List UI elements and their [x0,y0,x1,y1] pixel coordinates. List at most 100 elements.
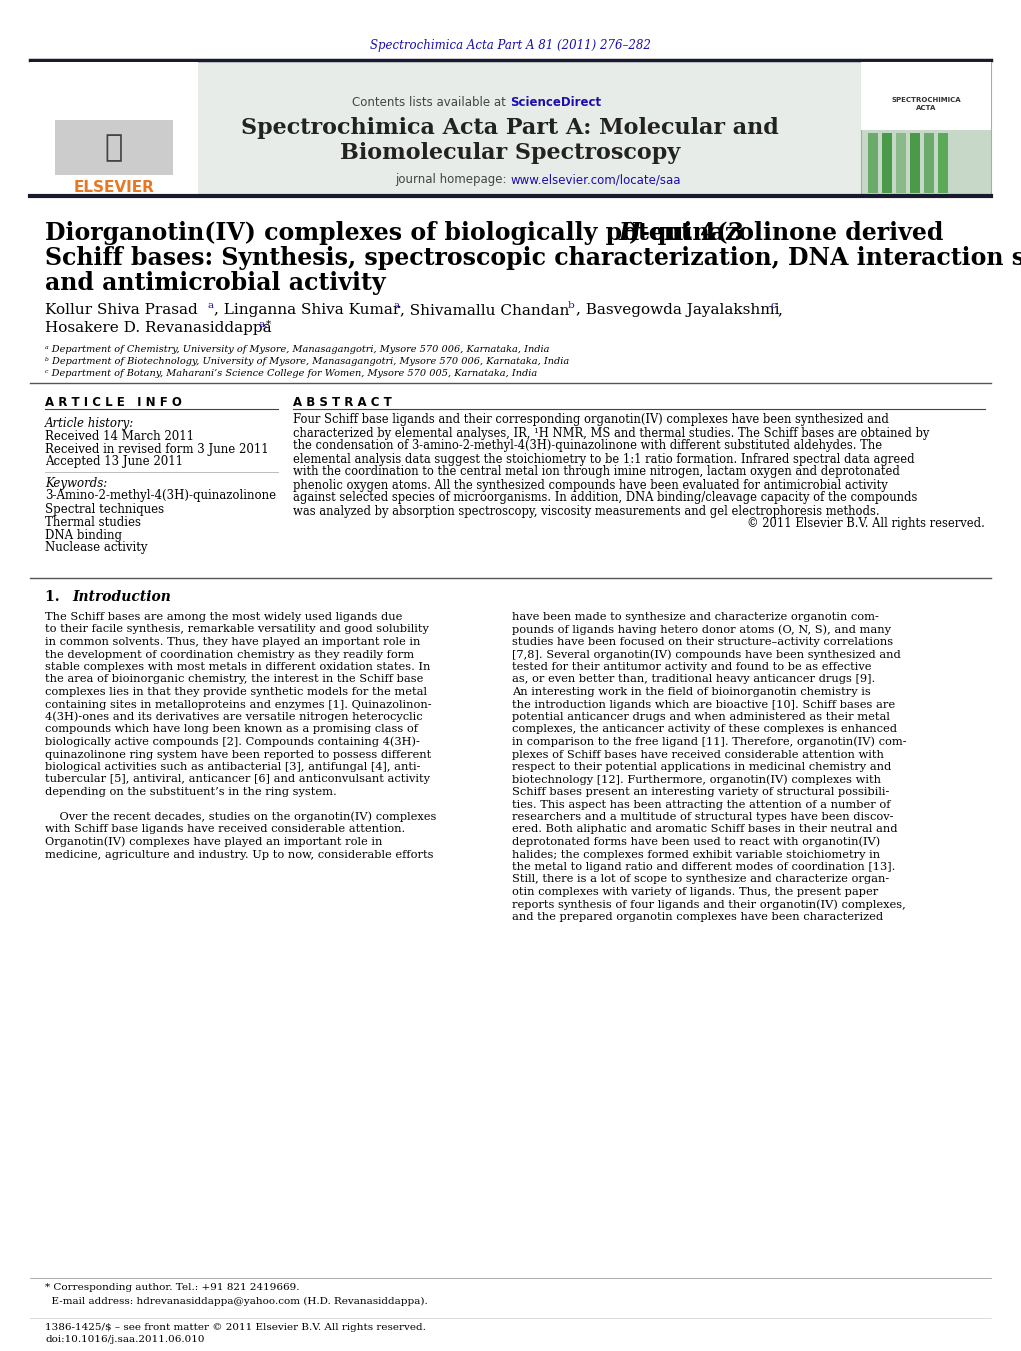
Text: Accepted 13 June 2011: Accepted 13 June 2011 [45,455,183,469]
Text: elemental analysis data suggest the stoichiometry to be 1:1 ratio formation. Inf: elemental analysis data suggest the stoi… [293,453,915,466]
Text: the development of coordination chemistry as they readily form: the development of coordination chemistr… [45,650,415,659]
Text: ᵇ Department of Biotechnology, University of Mysore, Manasagangotri, Mysore 570 : ᵇ Department of Biotechnology, Universit… [45,358,570,366]
Bar [55,120,173,176]
Bar [882,132,892,193]
Text: journal homepage:: journal homepage: [395,173,510,186]
Text: )-quinazolinone derived: )-quinazolinone derived [629,222,943,245]
Text: [7,8]. Several organotin(IV) compounds have been synthesized and: [7,8]. Several organotin(IV) compounds h… [512,650,901,659]
Text: studies have been focused on their structure–activity correlations: studies have been focused on their struc… [512,638,893,647]
Text: SPECTROCHIMICA: SPECTROCHIMICA [891,97,961,103]
Text: Over the recent decades, studies on the organotin(IV) complexes: Over the recent decades, studies on the … [45,812,436,823]
Text: phenolic oxygen atoms. All the synthesized compounds have been evaluated for ant: phenolic oxygen atoms. All the synthesiz… [293,478,887,492]
Text: Schiff bases present an interesting variety of structural possibili-: Schiff bases present an interesting vari… [512,788,889,797]
Text: complexes lies in that they provide synthetic models for the metal: complexes lies in that they provide synt… [45,688,427,697]
Text: ered. Both aliphatic and aromatic Schiff bases in their neutral and: ered. Both aliphatic and aromatic Schiff… [512,824,897,835]
Bar [868,132,878,193]
Text: doi:10.1016/j.saa.2011.06.010: doi:10.1016/j.saa.2011.06.010 [45,1335,204,1343]
Text: ᵃ Department of Chemistry, University of Mysore, Manasagangotri, Mysore 570 006,: ᵃ Department of Chemistry, University of… [45,346,549,354]
Text: A B S T R A C T: A B S T R A C T [293,396,392,408]
Text: An interesting work in the field of bioinorganotin chemistry is: An interesting work in the field of bioi… [512,688,871,697]
Text: halides; the complexes formed exhibit variable stoichiometry in: halides; the complexes formed exhibit va… [512,850,880,859]
Text: ties. This aspect has been attracting the attention of a number of: ties. This aspect has been attracting th… [512,800,890,809]
Text: www.elsevier.com/locate/saa: www.elsevier.com/locate/saa [510,173,681,186]
Text: Nuclease activity: Nuclease activity [45,542,147,554]
Text: a,: a, [258,319,268,328]
Text: respect to their potential applications in medicinal chemistry and: respect to their potential applications … [512,762,891,771]
Text: compounds which have long been known as a promising class of: compounds which have long been known as … [45,724,418,735]
Text: with Schiff base ligands have received considerable attention.: with Schiff base ligands have received c… [45,824,405,835]
Text: ACTA: ACTA [916,105,936,111]
Text: tested for their antitumor activity and found to be as effective: tested for their antitumor activity and … [512,662,872,671]
Text: 1.: 1. [45,590,69,604]
Text: ELSEVIER: ELSEVIER [74,181,154,196]
Text: * Corresponding author. Tel.: +91 821 2419669.: * Corresponding author. Tel.: +91 821 24… [45,1283,299,1293]
Text: Organotin(IV) complexes have played an important role in: Organotin(IV) complexes have played an i… [45,836,383,847]
Text: E-mail address: hdrevanasiddappa@yahoo.com (H.D. Revanasiddappa).: E-mail address: hdrevanasiddappa@yahoo.c… [45,1297,428,1305]
Text: Hosakere D. Revanasiddappa: Hosakere D. Revanasiddappa [45,322,272,335]
Text: Spectral techniques: Spectral techniques [45,503,164,516]
Text: characterized by elemental analyses, IR, ¹H NMR, MS and thermal studies. The Sch: characterized by elemental analyses, IR,… [293,427,929,439]
Text: in common solvents. Thus, they have played an important role in: in common solvents. Thus, they have play… [45,638,421,647]
Text: stable complexes with most metals in different oxidation states. In: stable complexes with most metals in dif… [45,662,431,671]
Text: a: a [393,301,399,311]
Text: have been made to synthesize and characterize organotin com-: have been made to synthesize and charact… [512,612,879,621]
Text: Received in revised form 3 June 2011: Received in revised form 3 June 2011 [45,443,269,455]
Text: Article history:: Article history: [45,416,134,430]
Text: with the coordination to the central metal ion through imine nitrogen, lactam ox: with the coordination to the central met… [293,466,900,478]
Bar [861,62,991,130]
Bar [938,132,949,193]
Text: ᶜ Department of Botany, Maharani’s Science College for Women, Mysore 570 005, Ka: ᶜ Department of Botany, Maharani’s Scien… [45,370,537,378]
Text: plexes of Schiff bases have received considerable attention with: plexes of Schiff bases have received con… [512,750,884,759]
Text: a: a [207,301,213,311]
Text: otin complexes with variety of ligands. Thus, the present paper: otin complexes with variety of ligands. … [512,888,878,897]
Bar [30,62,991,195]
Text: was analyzed by absorption spectroscopy, viscosity measurements and gel electrop: was analyzed by absorption spectroscopy,… [293,504,880,517]
Text: the metal to ligand ratio and different modes of coordination [13].: the metal to ligand ratio and different … [512,862,895,871]
Text: in comparison to the free ligand [11]. Therefore, organotin(IV) com-: in comparison to the free ligand [11]. T… [512,736,907,747]
Text: The Schiff bases are among the most widely used ligands due: The Schiff bases are among the most wide… [45,612,402,621]
Text: © 2011 Elsevier B.V. All rights reserved.: © 2011 Elsevier B.V. All rights reserved… [747,517,985,531]
Text: the condensation of 3-amino-2-methyl-4(3H)-quinazolinone with different substitu: the condensation of 3-amino-2-methyl-4(3… [293,439,882,453]
Text: depending on the substituent’s in the ring system.: depending on the substituent’s in the ri… [45,788,337,797]
Text: Contents lists available at: Contents lists available at [352,96,510,109]
Text: A R T I C L E   I N F O: A R T I C L E I N F O [45,396,182,408]
Text: the area of bioinorganic chemistry, the interest in the Schiff base: the area of bioinorganic chemistry, the … [45,674,424,685]
Text: biologically active compounds [2]. Compounds containing 4(3H)-: biologically active compounds [2]. Compo… [45,736,420,747]
Text: 🌲: 🌲 [105,134,124,162]
Text: quinazolinone ring system have been reported to possess different: quinazolinone ring system have been repo… [45,750,431,759]
Text: pounds of ligands having hetero donor atoms (O, N, S), and many: pounds of ligands having hetero donor at… [512,624,891,635]
Text: the introduction ligands which are bioactive [10]. Schiff bases are: the introduction ligands which are bioac… [512,700,895,709]
Text: , Shivamallu Chandan: , Shivamallu Chandan [400,303,570,317]
Text: biotechnology [12]. Furthermore, organotin(IV) complexes with: biotechnology [12]. Furthermore, organot… [512,774,881,785]
Text: 3-Amino-2-methyl-4(3H)-quinazolinone: 3-Amino-2-methyl-4(3H)-quinazolinone [45,489,276,503]
Text: Spectrochimica Acta Part A 81 (2011) 276–282: Spectrochimica Acta Part A 81 (2011) 276… [370,38,650,51]
Text: H: H [619,222,641,245]
Text: Still, there is a lot of scope to synthesize and characterize organ-: Still, there is a lot of scope to synthe… [512,874,889,885]
Text: against selected species of microorganisms. In addition, DNA binding/cleavage ca: against selected species of microorganis… [293,492,918,504]
Text: deprotonated forms have been used to react with organotin(IV): deprotonated forms have been used to rea… [512,836,880,847]
Text: DNA binding: DNA binding [45,528,121,542]
Text: complexes, the anticancer activity of these complexes is enhanced: complexes, the anticancer activity of th… [512,724,897,735]
Text: Introduction: Introduction [72,590,171,604]
Text: Keywords:: Keywords: [45,477,107,489]
Text: to their facile synthesis, remarkable versatility and good solubility: to their facile synthesis, remarkable ve… [45,624,429,635]
Text: Thermal studies: Thermal studies [45,516,141,528]
Text: ScienceDirect: ScienceDirect [510,96,601,109]
Text: c: c [770,301,776,311]
Text: , Linganna Shiva Kumar: , Linganna Shiva Kumar [214,303,400,317]
Text: Biomolecular Spectroscopy: Biomolecular Spectroscopy [340,142,680,163]
Text: 1386-1425/$ – see front matter © 2011 Elsevier B.V. All rights reserved.: 1386-1425/$ – see front matter © 2011 El… [45,1323,426,1332]
Text: Spectrochimica Acta Part A: Molecular and: Spectrochimica Acta Part A: Molecular an… [241,118,779,139]
Text: b: b [568,301,575,311]
Bar [896,132,906,193]
Text: biological activities such as antibacterial [3], antifungal [4], anti-: biological activities such as antibacter… [45,762,421,771]
Text: and the prepared organotin complexes have been characterized: and the prepared organotin complexes hav… [512,912,883,921]
Bar [30,62,198,195]
Text: Schiff bases: Synthesis, spectroscopic characterization, DNA interaction studies: Schiff bases: Synthesis, spectroscopic c… [45,246,1021,270]
Text: Received 14 March 2011: Received 14 March 2011 [45,430,194,443]
Text: potential anticancer drugs and when administered as their metal: potential anticancer drugs and when admi… [512,712,890,721]
Bar [924,132,934,193]
Text: tubercular [5], antiviral, anticancer [6] and anticonvulsant activity: tubercular [5], antiviral, anticancer [6… [45,774,430,785]
Text: , Basvegowda Jayalakshmi: , Basvegowda Jayalakshmi [576,303,779,317]
Text: ,: , [777,303,782,317]
